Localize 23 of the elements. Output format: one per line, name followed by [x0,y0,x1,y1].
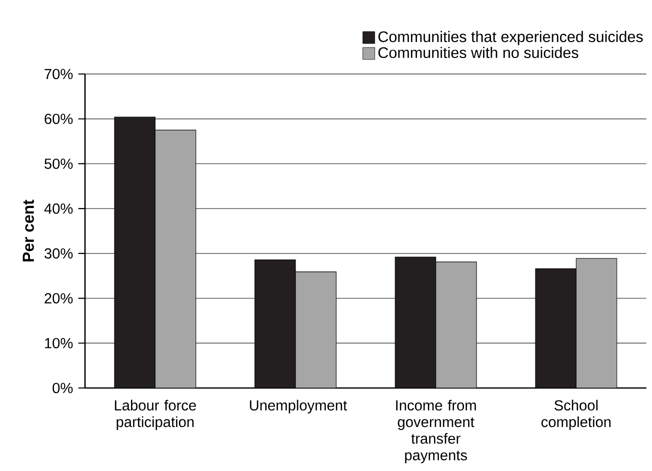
y-tick-label: 60% [44,114,73,124]
x-tick-label: School completion [541,400,611,430]
y-tick-label: 10% [45,338,73,348]
x-tick-label: Unemployment [250,400,347,414]
bar [154,130,196,388]
y-tick-label: 70% [44,68,73,80]
y-tick-label: 40% [44,203,73,214]
y-tick-label: 0% [52,382,73,394]
bar [576,258,618,388]
legend-label: Communities that experienced suicides [378,30,643,46]
x-tick-label: Labour force participation [114,400,196,430]
legend-label: Communities with no suicides [378,46,578,58]
y-axis-title: Per cent [22,200,34,262]
bar [114,116,156,388]
x-tick-label: Income from government transfer payments [396,400,476,464]
y-tick-label: 20% [44,293,73,304]
bar [394,256,436,388]
bar [535,268,576,388]
bar [295,272,336,388]
y-tick-label: 30% [44,248,73,259]
y-tick-label: 50% [44,158,73,169]
bar [436,262,477,388]
bar [254,259,296,388]
